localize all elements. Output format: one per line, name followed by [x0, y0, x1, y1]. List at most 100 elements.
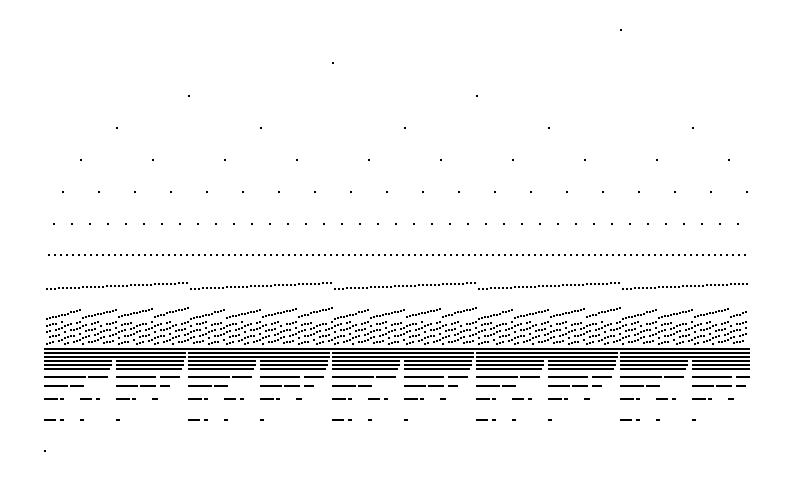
pattern-dot	[392, 368, 394, 370]
pattern-dot	[418, 352, 420, 354]
pattern-dot	[614, 364, 616, 366]
pattern-dot	[192, 254, 194, 256]
pattern-dot	[516, 360, 518, 362]
pattern-dot	[638, 348, 640, 350]
pattern-dot	[532, 360, 534, 362]
pattern-dot	[91, 323, 93, 325]
pattern-dot	[420, 385, 422, 387]
pattern-dot	[80, 398, 82, 400]
pattern-dot	[644, 376, 646, 378]
pattern-dot	[222, 352, 224, 354]
pattern-dot	[196, 341, 198, 343]
pattern-dot	[469, 323, 471, 325]
pattern-dot	[636, 385, 638, 387]
pattern-dot	[646, 376, 648, 378]
pattern-dot	[456, 360, 458, 362]
pattern-dot	[604, 360, 606, 362]
pattern-dot	[58, 385, 60, 387]
pattern-dot	[376, 348, 378, 350]
pattern-dot	[370, 331, 372, 333]
pattern-dot	[586, 331, 588, 333]
pattern-dot	[220, 322, 222, 324]
pattern-dot	[224, 376, 226, 378]
pattern-dot	[478, 419, 480, 421]
pattern-dot	[224, 398, 226, 400]
pattern-dot	[445, 330, 447, 332]
pattern-dot	[378, 364, 380, 366]
pattern-dot	[48, 385, 50, 387]
pattern-dot	[578, 348, 580, 350]
pattern-dot	[510, 287, 512, 289]
pattern-dot	[448, 335, 450, 337]
pattern-dot	[316, 356, 318, 358]
pattern-dot	[152, 348, 154, 350]
pattern-dot	[253, 311, 255, 313]
pattern-dot	[730, 385, 732, 387]
pattern-dot	[260, 127, 262, 129]
pattern-dot	[418, 284, 420, 286]
pattern-dot	[286, 348, 288, 350]
pattern-dot	[200, 368, 202, 370]
pattern-dot	[492, 352, 494, 354]
pattern-dot	[142, 360, 144, 362]
pattern-dot	[642, 352, 644, 354]
pattern-dot	[208, 385, 210, 387]
pattern-dot	[144, 368, 146, 370]
pattern-dot	[376, 364, 378, 366]
pattern-dot	[640, 352, 642, 354]
pattern-dot	[523, 315, 525, 317]
pattern-dot	[636, 360, 638, 362]
pattern-dot	[300, 368, 302, 370]
pattern-dot	[204, 398, 206, 400]
pattern-dot	[494, 287, 496, 289]
pattern-dot	[222, 360, 224, 362]
pattern-dot	[278, 398, 280, 400]
pattern-dot	[466, 376, 468, 378]
pattern-dot	[624, 356, 626, 358]
pattern-dot	[432, 356, 434, 358]
pattern-dot	[332, 348, 334, 350]
pattern-dot	[230, 364, 232, 366]
pattern-dot	[520, 368, 522, 370]
pattern-dot	[733, 342, 735, 344]
pattern-dot	[506, 348, 508, 350]
pattern-dot	[520, 335, 522, 337]
pattern-dot	[364, 328, 366, 330]
pattern-dot	[250, 311, 252, 313]
pattern-dot	[80, 385, 82, 387]
pattern-dot	[82, 385, 84, 387]
pattern-dot	[478, 352, 480, 354]
pattern-dot	[656, 159, 658, 161]
pattern-dot	[214, 348, 216, 350]
pattern-dot	[376, 315, 378, 317]
pattern-dot	[182, 352, 184, 354]
pattern-dot	[607, 310, 609, 312]
pattern-dot	[745, 321, 747, 323]
pattern-dot	[494, 348, 496, 350]
pattern-dot	[400, 356, 402, 358]
pattern-dot	[510, 254, 512, 256]
pattern-dot	[178, 348, 180, 350]
pattern-dot	[712, 325, 714, 327]
pattern-dot	[638, 385, 640, 387]
pattern-dot	[60, 356, 62, 358]
pattern-dot	[412, 364, 414, 366]
pattern-dot	[472, 308, 474, 310]
pattern-dot	[180, 364, 182, 366]
pattern-dot	[406, 376, 408, 378]
pattern-dot	[570, 364, 572, 366]
pattern-dot	[295, 333, 297, 335]
pattern-dot	[596, 376, 598, 378]
pattern-dot	[516, 348, 518, 350]
pattern-dot	[512, 159, 514, 161]
pattern-dot	[338, 356, 340, 358]
pattern-dot	[54, 254, 56, 256]
pattern-dot	[484, 364, 486, 366]
pattern-dot	[742, 352, 744, 354]
pattern-dot	[124, 348, 126, 350]
pattern-dot	[271, 314, 273, 316]
pattern-dot	[684, 356, 686, 358]
pattern-dot	[556, 364, 558, 366]
pattern-dot	[374, 364, 376, 366]
pattern-dot	[438, 356, 440, 358]
